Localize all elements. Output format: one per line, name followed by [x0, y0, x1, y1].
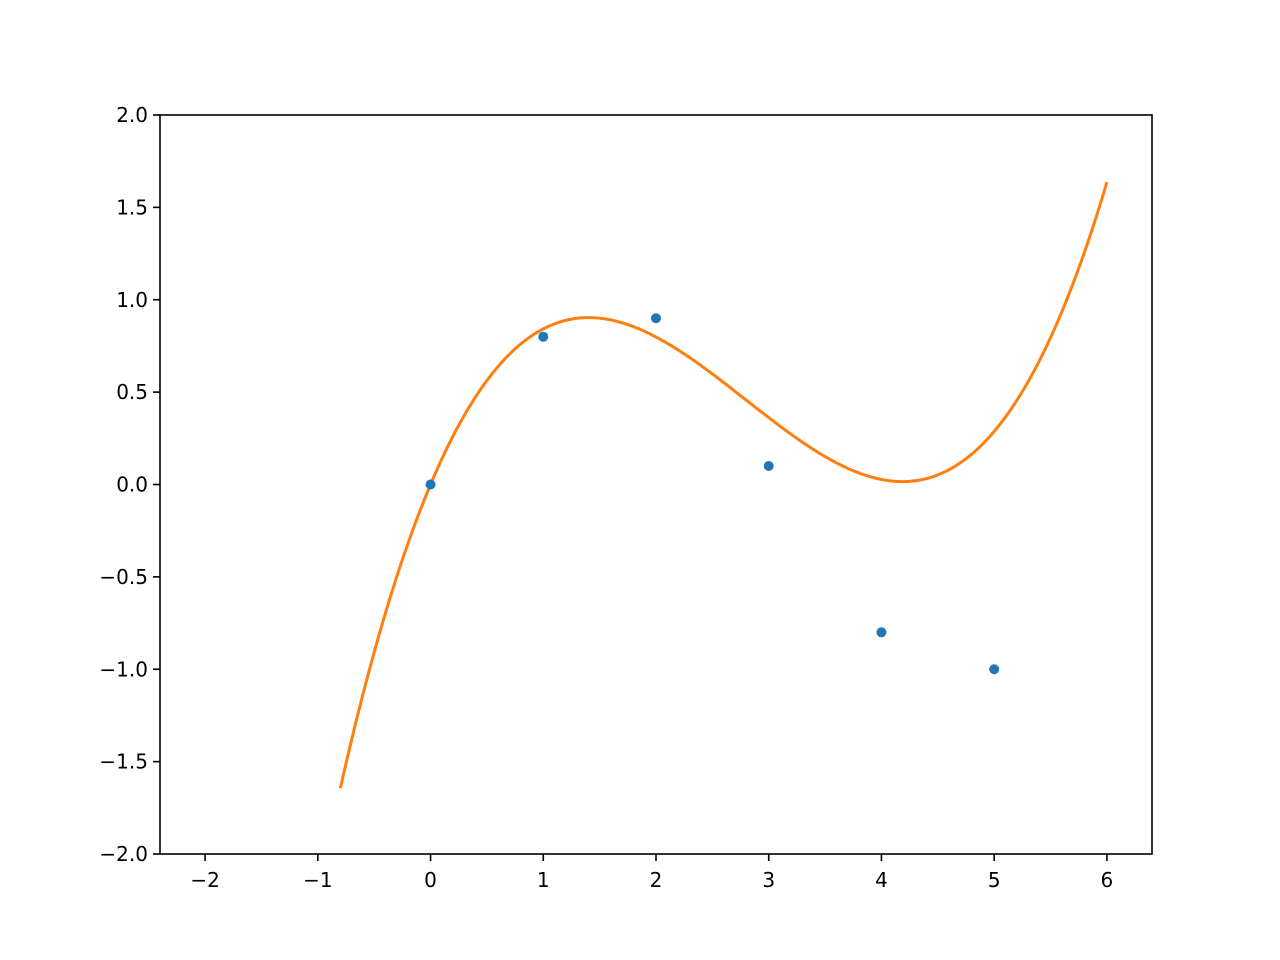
y-tick-label: −0.5 — [99, 565, 148, 589]
y-tick-label: 0.5 — [116, 380, 148, 404]
y-tick-label: −1.0 — [99, 657, 148, 681]
x-tick-label: 1 — [537, 868, 550, 892]
data-point — [651, 313, 661, 324]
x-tick-label: 4 — [875, 868, 888, 892]
x-tick-label: −2 — [190, 868, 219, 892]
y-tick-label: 2.0 — [116, 103, 148, 127]
y-tick-label: −2.0 — [99, 842, 148, 866]
ticks-layer: −2 −1 0 1 2 3 4 5 6 −2.0 −1.5 −1.0 −0.5 0.0 0.5 1.0 1.5 2… — [99, 103, 1113, 892]
data-point — [876, 627, 887, 638]
x-tick-label: 2 — [650, 868, 663, 892]
y-tick-label: 1.0 — [116, 288, 148, 312]
y-tick-label: −1.5 — [99, 750, 148, 774]
data-point — [763, 461, 774, 472]
y-tick-label: 1.5 — [116, 195, 148, 219]
x-tick-label: 6 — [1101, 868, 1114, 892]
series-layer — [338, 181, 1109, 789]
data-point — [425, 479, 436, 490]
axes-frame — [159, 114, 1153, 855]
y-tick-label: 0.0 — [116, 473, 148, 497]
x-tick-label: 3 — [762, 868, 775, 892]
fit-curve-line — [338, 181, 1109, 789]
x-tick-label: −1 — [303, 868, 332, 892]
data-point — [538, 331, 549, 342]
x-tick-label: 0 — [424, 868, 437, 892]
data-point — [989, 664, 1000, 675]
x-tick-label: 5 — [988, 868, 1001, 892]
